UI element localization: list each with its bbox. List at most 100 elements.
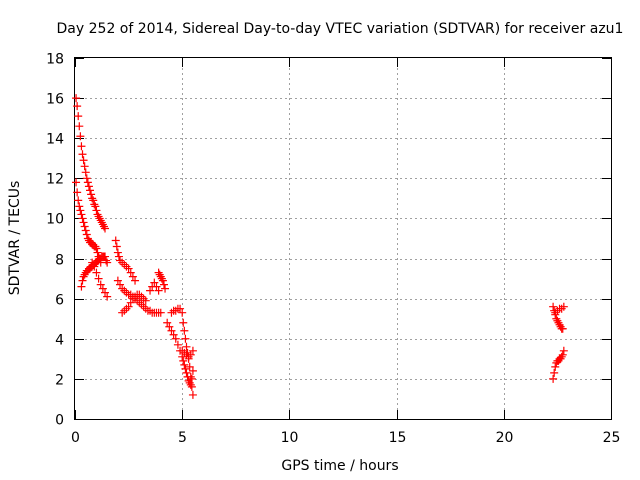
x-tick-label: 10: [281, 430, 299, 446]
data-point: [120, 260, 129, 269]
data-point: [76, 206, 85, 215]
y-tick-label: 6: [55, 293, 64, 309]
data-point: [73, 102, 82, 111]
data-point: [101, 224, 110, 233]
data-point: [171, 306, 180, 315]
data-point: [156, 308, 165, 317]
data-point: [124, 302, 133, 311]
data-point: [554, 318, 563, 327]
data-point: [76, 132, 85, 141]
data-point: [92, 244, 101, 253]
data-point: [183, 372, 192, 381]
data-point: [182, 368, 191, 377]
data-point: [179, 356, 188, 365]
data-point: [79, 272, 88, 281]
data-point: [81, 168, 90, 177]
data-point: [181, 364, 190, 373]
data-point: [111, 236, 120, 245]
data-point: [137, 300, 146, 309]
data-point: [167, 326, 176, 335]
y-axis-label: SDTVAR / TECUs: [7, 181, 23, 296]
data-point: [94, 212, 103, 221]
data-point: [82, 174, 91, 183]
x-tick-label: 5: [178, 430, 187, 446]
data-point: [551, 362, 560, 371]
data-point: [90, 262, 99, 271]
data-point: [83, 234, 92, 243]
data-point: [187, 382, 196, 391]
data-point: [180, 360, 189, 369]
data-point: [83, 178, 92, 187]
data-point: [188, 346, 197, 355]
data-point: [87, 190, 96, 199]
data-point: [128, 294, 137, 303]
data-point: [139, 294, 148, 303]
data-point: [88, 194, 97, 203]
data-point: [553, 316, 562, 325]
data-point: [77, 282, 86, 291]
data-point: [77, 142, 86, 151]
data-point: [98, 284, 107, 293]
data-point: [80, 270, 89, 279]
data-point: [79, 218, 88, 227]
data-point: [186, 350, 195, 359]
data-point: [81, 226, 90, 235]
data-point: [120, 286, 129, 295]
x-tick-label: 20: [496, 430, 514, 446]
data-point: [102, 256, 111, 265]
data-point: [158, 276, 167, 285]
data-point: [92, 206, 101, 215]
data-point: [74, 112, 83, 121]
data-point: [113, 276, 122, 285]
y-tick-label: 12: [46, 172, 64, 188]
data-point: [101, 288, 110, 297]
data-point: [95, 214, 104, 223]
data-point: [78, 276, 87, 285]
data-point: [113, 248, 122, 257]
data-point: [79, 156, 88, 165]
data-point: [155, 270, 164, 279]
data-point: [122, 304, 131, 313]
data-point: [78, 214, 87, 223]
data-point: [80, 222, 89, 231]
data-point: [188, 366, 197, 375]
y-tick-label: 18: [46, 52, 64, 68]
y-tick-label: 0: [55, 413, 64, 429]
data-point: [157, 274, 166, 283]
data-point: [173, 340, 182, 349]
data-point: [103, 258, 112, 267]
data-point: [163, 318, 172, 327]
data-point: [146, 306, 155, 315]
y-tick-label: 2: [55, 373, 64, 389]
data-point: [72, 178, 81, 187]
data-point: [181, 334, 190, 343]
y-tick-label: 16: [46, 92, 64, 108]
data-point: [91, 202, 100, 211]
axis-ticks: 0 2 4 6 8 10 12 14 16 18 0 5 10 15 20 25: [46, 52, 620, 447]
y-tick-label: 8: [55, 253, 64, 269]
data-point: [124, 264, 133, 273]
data-point: [549, 302, 558, 311]
data-point: [559, 346, 568, 355]
data-point: [161, 284, 170, 293]
data-point: [86, 186, 95, 195]
data-point: [186, 380, 195, 389]
data-point: [551, 308, 560, 317]
data-point: [93, 210, 102, 219]
data-point: [126, 268, 135, 277]
data-point: [188, 390, 197, 399]
data-point: [103, 292, 112, 301]
data-point: [187, 374, 196, 383]
data-point: [557, 304, 566, 313]
data-point: [99, 222, 108, 231]
data-point: [74, 196, 83, 205]
data-point: [78, 150, 87, 159]
data-point: [128, 272, 137, 281]
data-point: [185, 362, 194, 371]
data-point: [549, 374, 558, 383]
data-point: [184, 352, 193, 361]
data-point: [118, 284, 127, 293]
data-point: [77, 210, 86, 219]
data-point: [165, 322, 174, 331]
